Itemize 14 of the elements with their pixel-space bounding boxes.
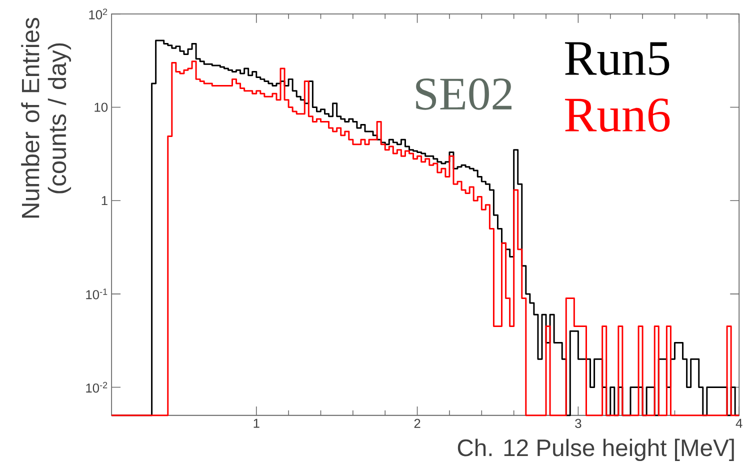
x-tick-label: 1 (254, 418, 260, 428)
y-tick-label: 10$^{2}$ (89, 8, 108, 20)
y-tick-label: 10 (94, 102, 108, 112)
annotation: SE02 (416, 78, 512, 110)
series-label: Run6 (565, 98, 670, 132)
x-tick-label: 3 (575, 418, 582, 428)
x-tick-label: 2 (414, 418, 420, 428)
x-tick-label: 4 (736, 418, 742, 428)
x-axis-title: Ch. 12 Pulse height [MeV] (458, 438, 734, 461)
y-axis-title: Number of Entries (counts / day) (21, 18, 72, 218)
y-tick-label: 1 (102, 196, 108, 205)
series-label: Run5 (565, 42, 670, 76)
y-tick-label: 10$^{-1}$ (86, 288, 108, 300)
y-tick-label: 10$^{-2}$ (86, 382, 108, 393)
